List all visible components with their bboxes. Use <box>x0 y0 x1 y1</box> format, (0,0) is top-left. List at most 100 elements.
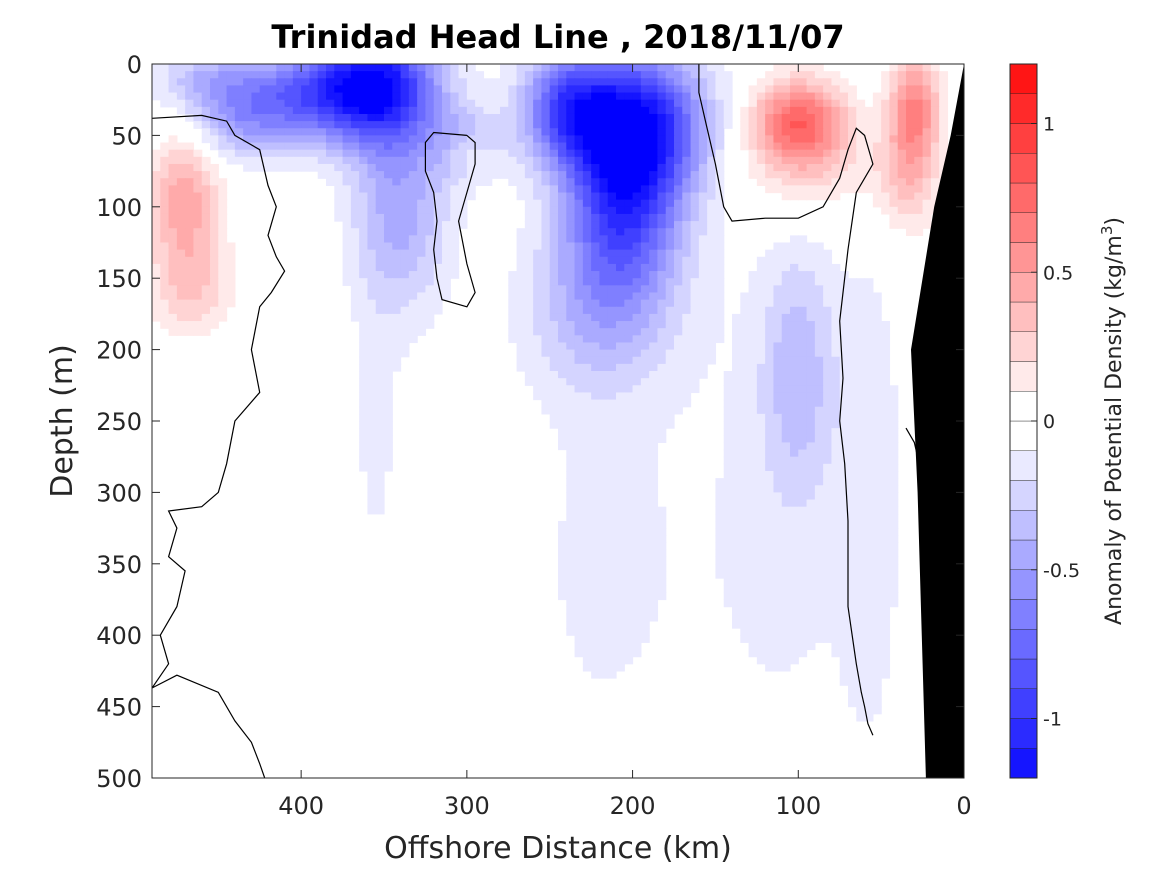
heat-cell <box>599 442 609 451</box>
heat-cell <box>500 64 509 72</box>
heat-cell <box>408 213 418 222</box>
heat-cell <box>814 178 824 186</box>
heat-cell <box>350 64 360 72</box>
heat-cell <box>914 85 924 94</box>
heat-cell <box>765 171 775 179</box>
heat-cell <box>359 185 369 194</box>
heat-cell <box>823 428 833 436</box>
heat-cell <box>292 64 302 72</box>
heat-cell <box>748 406 758 415</box>
heat-cell <box>814 499 824 508</box>
heat-cell <box>889 192 899 201</box>
heat-cell <box>591 71 601 79</box>
heat-cell <box>616 506 625 515</box>
heat-cell <box>574 156 584 165</box>
heat-cell <box>218 142 228 151</box>
heat-cell <box>798 642 808 651</box>
heat-cell <box>243 71 253 79</box>
heat-cell <box>831 485 841 493</box>
heat-cell <box>657 585 667 593</box>
heat-cell <box>823 442 833 451</box>
heat-cell <box>524 285 534 294</box>
heat-cell <box>624 242 634 251</box>
heat-cell <box>309 71 319 79</box>
heat-cell <box>823 635 833 643</box>
heat-cell <box>301 135 311 144</box>
heat-cell <box>558 413 567 422</box>
heat-cell <box>342 106 352 115</box>
heat-cell <box>732 585 741 593</box>
heat-cell <box>624 406 634 415</box>
heat-cell <box>549 313 559 322</box>
heat-cell <box>218 313 228 322</box>
heat-cell <box>516 349 526 358</box>
heat-cell <box>475 178 485 186</box>
heat-cell <box>781 99 791 108</box>
heat-cell <box>591 656 601 665</box>
heat-cell <box>823 599 833 608</box>
heat-cell <box>425 163 435 172</box>
heat-cell <box>831 285 841 294</box>
heat-cell <box>582 92 592 101</box>
heat-cell <box>698 156 708 165</box>
heat-cell <box>168 213 178 222</box>
heat-cell <box>914 99 924 108</box>
heat-cell <box>624 563 634 572</box>
heat-cell <box>732 392 741 401</box>
heat-cell <box>541 71 551 79</box>
heat-cell <box>715 235 725 244</box>
heat-cell <box>433 149 443 158</box>
heat-cell <box>690 278 700 286</box>
heat-cell <box>276 142 286 151</box>
heat-cell <box>624 256 634 265</box>
heat-cell <box>574 470 584 479</box>
heat-cell <box>574 578 584 586</box>
colorbar-cells <box>1009 63 1038 779</box>
heat-cell <box>790 335 799 344</box>
heat-cell <box>781 470 791 479</box>
heat-cell <box>914 135 924 144</box>
heat-cell <box>930 135 940 144</box>
heat-cell <box>392 78 402 87</box>
heat-cell <box>881 92 891 101</box>
heat-cell <box>831 113 841 122</box>
heat-cell <box>839 556 849 565</box>
heat-cell <box>607 421 617 429</box>
heat-cell <box>872 192 882 201</box>
heat-cell <box>276 99 286 108</box>
heat-cell <box>740 613 750 622</box>
heat-cell <box>756 292 766 301</box>
heat-cell <box>674 142 683 151</box>
heat-cell <box>541 328 551 336</box>
heat-cell <box>301 156 311 165</box>
heat-cell <box>359 228 369 236</box>
heat-cell <box>939 92 949 101</box>
heat-cell <box>375 256 385 265</box>
heat-cell <box>458 142 468 151</box>
heat-cell <box>616 121 625 129</box>
heat-cell <box>624 99 634 108</box>
heat-cell <box>408 221 418 229</box>
heat-cell <box>284 71 294 79</box>
heat-cell <box>582 128 592 136</box>
x-tick-label: 200 <box>610 792 656 820</box>
heat-cell <box>864 563 874 572</box>
heat-cell <box>591 306 601 315</box>
heat-cell <box>897 171 907 179</box>
heat-cell <box>243 92 253 101</box>
heat-cell <box>814 399 824 408</box>
heat-cell <box>640 163 650 172</box>
heat-cell <box>375 342 385 351</box>
heat-cell <box>798 492 808 501</box>
heat-cell <box>400 64 410 72</box>
heat-cell <box>657 71 667 79</box>
heat-cell <box>475 156 485 165</box>
heat-cell <box>740 428 750 436</box>
heat-cell <box>450 171 460 179</box>
heat-cell <box>657 292 667 301</box>
heat-cell <box>168 328 178 336</box>
heat-cell <box>732 428 741 436</box>
heat-cell <box>922 221 932 229</box>
heat-cell <box>864 663 874 672</box>
heat-cell <box>723 92 733 101</box>
